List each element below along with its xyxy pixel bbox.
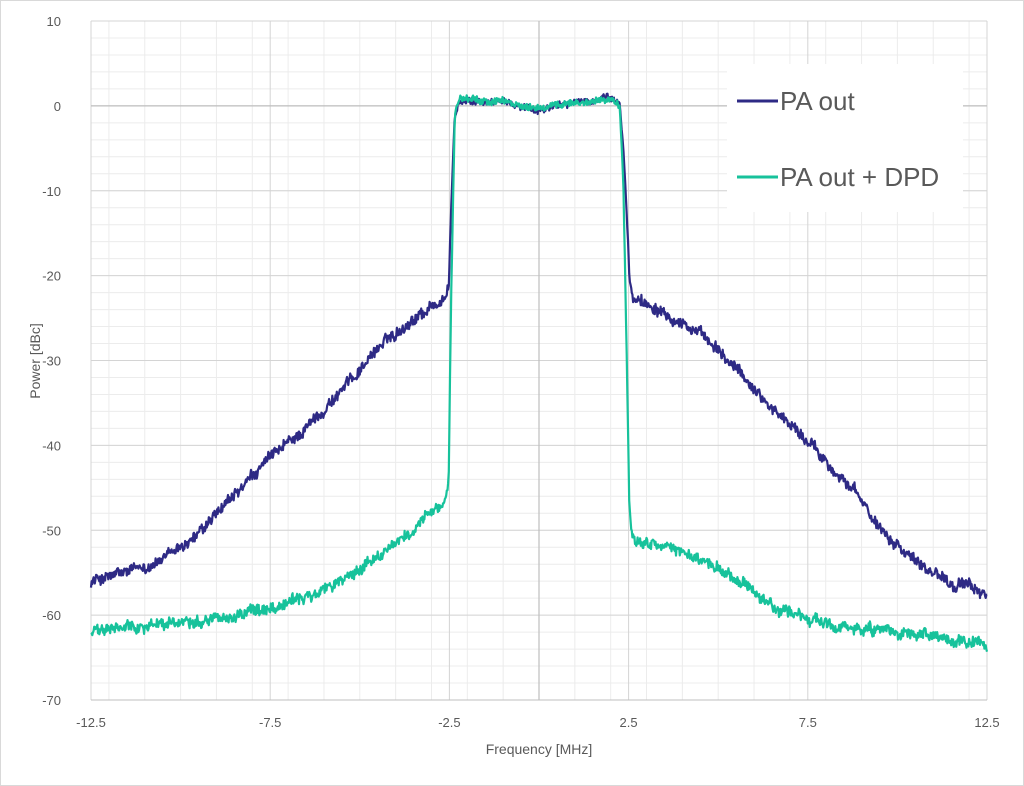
y-tick-label: -40 — [42, 438, 61, 453]
y-tick-label: -50 — [42, 523, 61, 538]
tick-labels: 10 0 -10 -20 -30 -40 -50 -60 -70 -12.5 -7.5 -2.5 2.5… — [42, 14, 999, 730]
x-axis-title: Frequency [MHz] — [486, 741, 593, 757]
y-tick-label: -30 — [42, 354, 61, 369]
y-tick-label: -20 — [42, 269, 61, 284]
x-tick-label: -2.5 — [438, 715, 460, 730]
x-tick-label: -12.5 — [76, 715, 106, 730]
x-tick-label: 7.5 — [799, 715, 817, 730]
x-tick-label: -7.5 — [259, 715, 281, 730]
y-tick-label: 0 — [54, 99, 61, 114]
legend: PA out PA out + DPD — [727, 64, 963, 212]
y-axis-title: Power [dBc] — [27, 323, 43, 398]
legend-label-pa-out-dpd: PA out + DPD — [780, 162, 939, 192]
y-tick-label: -60 — [42, 608, 61, 623]
series-line-pa-out-dpd — [90, 94, 989, 652]
series-lines — [89, 92, 989, 652]
legend-box — [727, 64, 963, 212]
legend-label-pa-out: PA out — [780, 86, 855, 116]
x-tick-label: 12.5 — [974, 715, 999, 730]
y-tick-label: 10 — [47, 14, 61, 29]
y-tick-label: -10 — [42, 184, 61, 199]
y-tick-label: -70 — [42, 693, 61, 708]
x-tick-label: 2.5 — [620, 715, 638, 730]
